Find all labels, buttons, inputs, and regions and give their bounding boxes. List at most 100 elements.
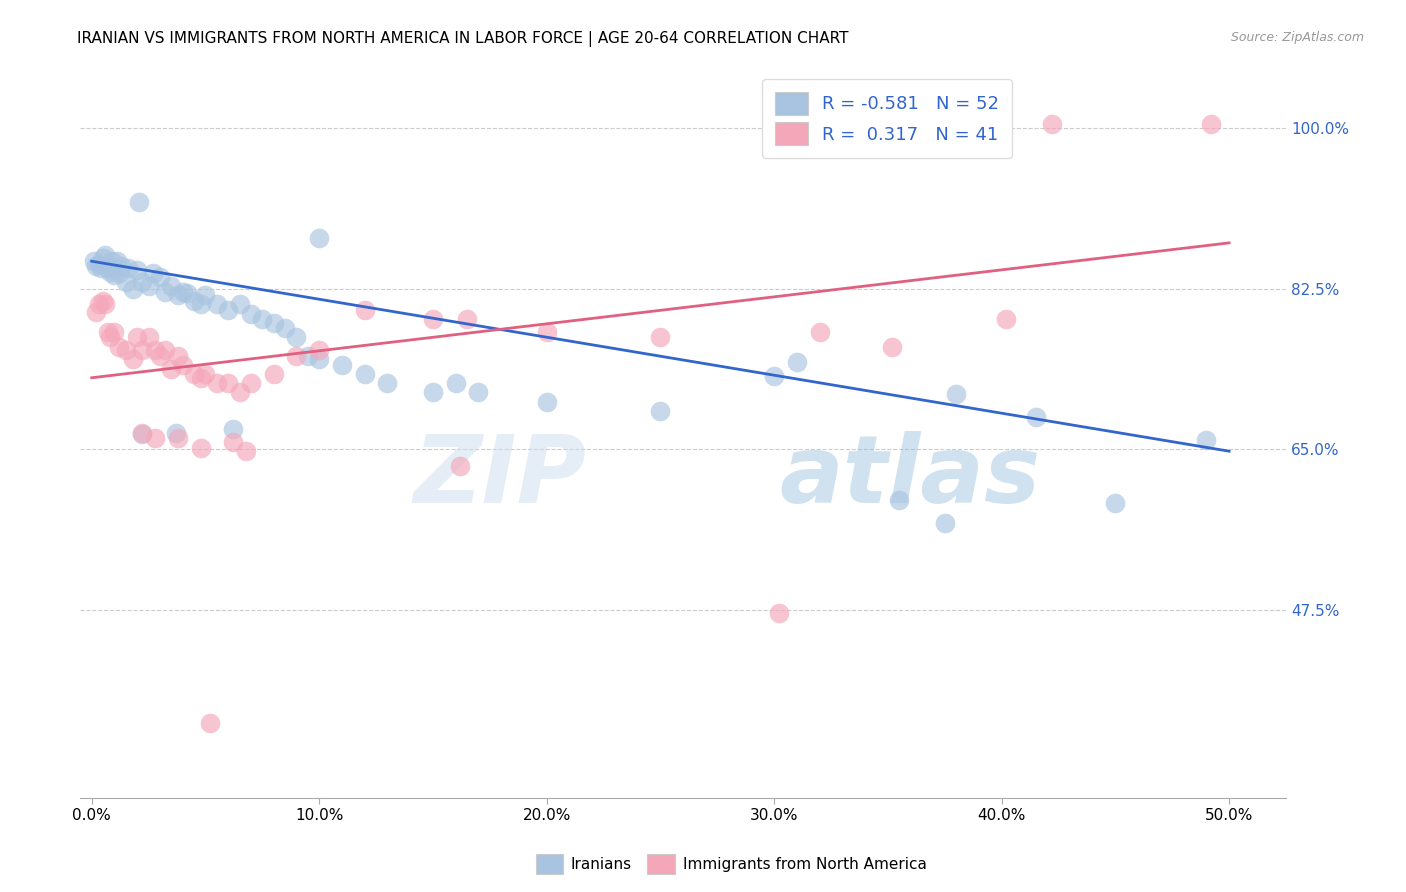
Point — [114, 276, 136, 290]
Point — [97, 325, 120, 339]
Point — [114, 343, 136, 358]
Point — [263, 316, 285, 330]
Point — [934, 516, 956, 530]
Point — [108, 266, 131, 280]
Point — [153, 285, 176, 299]
Point — [456, 312, 478, 326]
Point — [84, 259, 107, 273]
Point — [153, 343, 176, 358]
Point — [194, 288, 217, 302]
Point — [108, 340, 131, 354]
Point — [205, 376, 228, 391]
Point — [194, 367, 217, 381]
Point — [127, 263, 149, 277]
Point — [84, 304, 107, 318]
Point — [98, 330, 121, 344]
Legend: Iranians, Immigrants from North America: Iranians, Immigrants from North America — [530, 848, 932, 880]
Point — [167, 431, 190, 445]
Point — [131, 276, 153, 290]
Point — [217, 376, 239, 391]
Point — [650, 404, 672, 418]
Point — [444, 376, 467, 391]
Point — [536, 394, 558, 409]
Point — [149, 349, 172, 363]
Point — [205, 297, 228, 311]
Point — [176, 286, 198, 301]
Point — [160, 279, 183, 293]
Point — [768, 606, 790, 620]
Point — [91, 293, 114, 308]
Point — [285, 330, 308, 344]
Point — [172, 285, 194, 299]
Point — [149, 269, 172, 284]
Point — [103, 325, 125, 339]
Point — [467, 385, 489, 400]
Text: atlas: atlas — [779, 431, 1040, 523]
Point — [422, 385, 444, 400]
Point — [90, 260, 112, 275]
Point — [786, 355, 808, 369]
Point — [353, 367, 375, 381]
Point — [138, 279, 160, 293]
Point — [167, 288, 190, 302]
Point — [945, 387, 967, 401]
Point — [239, 376, 262, 391]
Point — [252, 312, 274, 326]
Legend: R = -0.581   N = 52, R =  0.317   N = 41: R = -0.581 N = 52, R = 0.317 N = 41 — [762, 79, 1012, 158]
Point — [1104, 495, 1126, 509]
Point — [91, 252, 114, 266]
Point — [274, 321, 297, 335]
Point — [121, 282, 143, 296]
Point — [101, 254, 124, 268]
Point — [222, 435, 245, 450]
Point — [97, 260, 120, 275]
Point — [87, 297, 110, 311]
Point — [763, 368, 786, 383]
Point — [882, 340, 904, 354]
Point — [198, 715, 221, 730]
Text: Source: ZipAtlas.com: Source: ZipAtlas.com — [1230, 31, 1364, 45]
Point — [160, 361, 183, 376]
Point — [94, 248, 117, 262]
Point — [263, 367, 285, 381]
Point — [650, 330, 672, 344]
Point — [172, 358, 194, 372]
Point — [889, 492, 911, 507]
Point — [131, 425, 153, 440]
Point — [110, 259, 132, 273]
Point — [449, 458, 471, 473]
Point — [330, 358, 353, 372]
Point — [308, 343, 330, 358]
Point — [1025, 410, 1047, 425]
Point — [297, 349, 319, 363]
Point — [167, 349, 190, 363]
Point — [222, 422, 245, 436]
Point — [105, 254, 128, 268]
Point — [808, 325, 831, 339]
Point — [190, 441, 212, 455]
Point — [183, 293, 205, 308]
Text: IRANIAN VS IMMIGRANTS FROM NORTH AMERICA IN LABOR FORCE | AGE 20-64 CORRELATION : IRANIAN VS IMMIGRANTS FROM NORTH AMERICA… — [77, 31, 849, 47]
Point — [128, 194, 150, 209]
Point — [235, 444, 257, 458]
Point — [103, 268, 125, 282]
Point — [83, 254, 105, 268]
Point — [353, 302, 375, 317]
Point — [98, 265, 121, 279]
Point — [1195, 433, 1218, 447]
Point — [1040, 117, 1063, 131]
Point — [190, 371, 212, 385]
Point — [239, 306, 262, 320]
Point — [190, 297, 212, 311]
Point — [117, 260, 139, 275]
Point — [131, 343, 153, 358]
Point — [145, 431, 167, 445]
Point — [285, 349, 308, 363]
Point — [145, 343, 167, 358]
Point — [138, 330, 160, 344]
Point — [422, 312, 444, 326]
Point — [308, 231, 330, 245]
Text: ZIP: ZIP — [413, 431, 586, 523]
Point — [165, 425, 187, 440]
Point — [121, 352, 143, 367]
